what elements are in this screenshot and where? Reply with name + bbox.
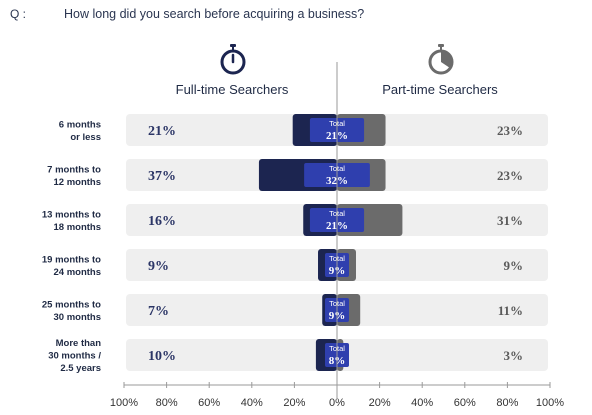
- question-text: How long did you search before acquiring…: [64, 7, 365, 21]
- full-time-legend-label: Full-time Searchers: [175, 82, 289, 97]
- category-label: 30 months: [53, 312, 101, 323]
- category-label: 25 months to: [42, 299, 101, 310]
- x-tick-label: 20%: [283, 397, 305, 409]
- x-tick-label: 100%: [110, 397, 138, 409]
- part-time-value-label: 11%: [498, 303, 523, 318]
- part-time-value-label: 23%: [497, 123, 523, 138]
- x-tick-label: 20%: [369, 397, 391, 409]
- category-label: 2.5 years: [60, 363, 101, 374]
- x-tick-label: 80%: [156, 397, 178, 409]
- category-label: More than: [56, 338, 102, 349]
- full-time-value-label: 10%: [148, 349, 176, 364]
- full-time-value-label: 37%: [148, 169, 176, 184]
- category-label: 7 months to: [47, 164, 101, 175]
- part-time-legend-label: Part-time Searchers: [382, 82, 498, 97]
- question-prefix: Q :: [10, 7, 27, 21]
- part-time-value-label: 31%: [497, 213, 523, 228]
- full-time-value-label: 21%: [148, 124, 176, 139]
- x-tick-label: 60%: [198, 397, 220, 409]
- category-label: 24 months: [53, 267, 101, 278]
- category-label: 30 months /: [48, 351, 101, 362]
- x-tick-label: 60%: [454, 397, 476, 409]
- full-time-value-label: 9%: [148, 259, 169, 274]
- stopwatch-icon: [220, 44, 246, 75]
- x-tick-label: 40%: [411, 397, 433, 409]
- category-label: 12 months: [53, 177, 101, 188]
- full-time-value-label: 7%: [148, 304, 169, 319]
- full-time-value-label: 16%: [148, 214, 176, 229]
- x-tick-label: 0%: [329, 397, 345, 409]
- category-label: or less: [70, 132, 101, 143]
- category-label: 18 months: [53, 222, 101, 233]
- part-time-value-label: 9%: [504, 258, 524, 273]
- category-label: 19 months to: [42, 254, 101, 265]
- x-tick-label: 80%: [496, 397, 518, 409]
- stopwatch-icon: [428, 44, 454, 75]
- x-tick-label: 100%: [536, 397, 564, 409]
- category-label: 13 months to: [42, 209, 101, 220]
- x-tick-label: 40%: [241, 397, 263, 409]
- part-time-value-label: 23%: [497, 168, 523, 183]
- category-label: 6 months: [59, 119, 101, 130]
- part-time-value-label: 3%: [504, 348, 524, 363]
